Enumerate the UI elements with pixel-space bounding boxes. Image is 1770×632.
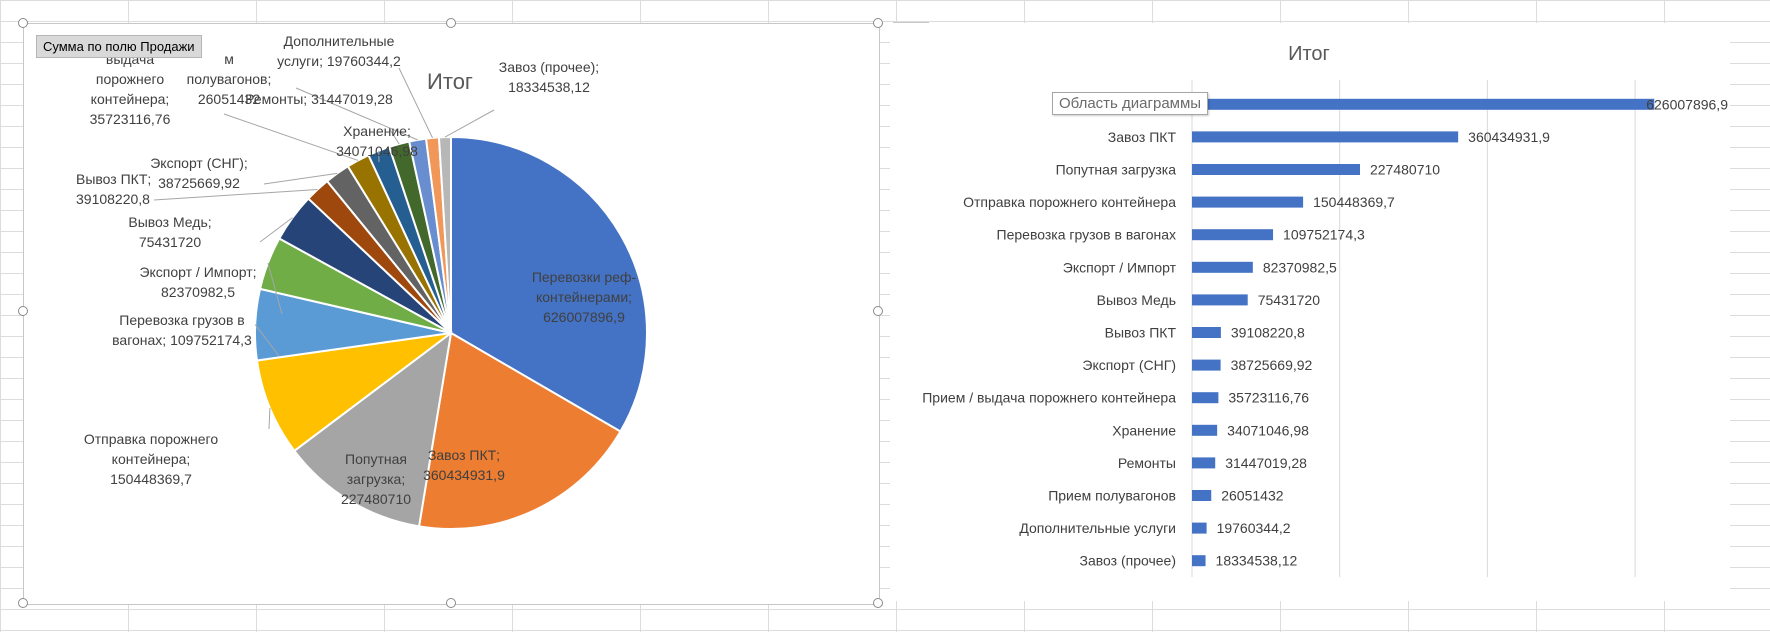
- bar[interactable]: [1192, 392, 1219, 404]
- pie-leader-line: [223, 113, 359, 161]
- bar-category-label: Вывоз Медь: [1097, 292, 1176, 308]
- bar-category-label: Прием / выдача порожнего контейнера: [922, 390, 1176, 406]
- bar-category-label: Хранение: [1112, 422, 1176, 438]
- pie-leader-line: [444, 109, 495, 138]
- bar-value-label: 34071046,98: [1227, 422, 1309, 438]
- pie-data-label: Хранение; 34071046,98: [336, 123, 418, 159]
- pie-data-label: Ремонты; 31447019,28: [245, 91, 393, 107]
- bar-value-label: 150448369,7: [1313, 194, 1395, 210]
- pie-data-label: Вывоз Медь; 75431720: [128, 214, 211, 250]
- pie-data-label: Экспорт / Импорт; 82370982,5: [139, 264, 256, 300]
- bar[interactable]: [1192, 555, 1206, 567]
- bar-value-label: 626007896,9: [1646, 96, 1728, 112]
- pie-leader-line: [388, 127, 400, 145]
- bar-value-label: 35723116,76: [1228, 390, 1309, 406]
- bar[interactable]: [1192, 359, 1221, 371]
- pie-slice[interactable]: [450, 135, 648, 433]
- bar[interactable]: [1192, 131, 1459, 143]
- pie-leader-line: [153, 189, 318, 201]
- pie-data-label: Попутная загрузка; 227480710: [341, 451, 411, 507]
- pie-leader-line: [254, 324, 280, 357]
- bar[interactable]: [1192, 229, 1274, 241]
- resize-handle-top-right[interactable]: [873, 18, 883, 28]
- bar-value-label: 360434931,9: [1468, 129, 1550, 145]
- bar-category-label: Отправка порожнего контейнера: [963, 194, 1176, 210]
- pie-slice[interactable]: [255, 332, 452, 453]
- pie-chart-area[interactable]: Итог Перевозки реф-контейнерами; 62600789…: [23, 23, 880, 605]
- pie-leader-line: [263, 172, 338, 185]
- bar[interactable]: [1192, 294, 1248, 306]
- resize-handle-right[interactable]: [873, 306, 883, 316]
- bar-value-label: 109752174,3: [1283, 227, 1365, 243]
- bar-value-label: 39108220,8: [1231, 325, 1305, 341]
- resize-handle-bottom[interactable]: [446, 598, 456, 608]
- bar[interactable]: [1192, 261, 1253, 273]
- bar-value-label: 19760344,2: [1217, 520, 1291, 536]
- pie-chart-title: Итог: [427, 69, 473, 94]
- resize-handle-left[interactable]: [18, 306, 28, 316]
- bar[interactable]: [1192, 327, 1221, 338]
- pie-data-label: Завоз ПКТ; 360434931,9: [423, 447, 505, 483]
- pie-slice[interactable]: [292, 330, 453, 528]
- bar[interactable]: [1192, 196, 1304, 208]
- bar[interactable]: [1192, 164, 1360, 175]
- bar[interactable]: [1192, 98, 1655, 110]
- bar-category-label: Завоз (прочее): [1080, 553, 1177, 569]
- bar-value-label: 227480710: [1370, 162, 1440, 178]
- pie-data-label: Вывоз ПКТ; 39108220,8: [76, 171, 151, 207]
- resize-handle-bottom-left[interactable]: [18, 598, 28, 608]
- bar-category-label: Вывоз ПКТ: [1105, 325, 1177, 341]
- pie-chart-svg: Итог Перевозки реф-контейнерами; 62600789…: [76, 33, 648, 530]
- bar-category-label: Завоз ПКТ: [1108, 129, 1177, 145]
- pie-data-label: Дополнительные услуги; 19760344,2: [277, 33, 401, 69]
- bar-value-label: 31447019,28: [1225, 455, 1307, 471]
- pie-data-label: Экспорт (СНГ); 38725669,92: [150, 155, 248, 191]
- bar-category-label: Прием полувагонов: [1048, 488, 1176, 504]
- resize-handle-bottom-right[interactable]: [873, 598, 883, 608]
- bar-category-label: Дополнительные услуги: [1019, 520, 1176, 536]
- bar[interactable]: [1192, 424, 1218, 436]
- pie-leader-line: [398, 67, 433, 139]
- bar-value-label: 26051432: [1221, 488, 1284, 504]
- chart-area-tooltip: Область диаграммы: [1052, 92, 1209, 115]
- pie-leader-line: [295, 87, 418, 141]
- bar-value-label: 82370982,5: [1263, 259, 1337, 275]
- bar[interactable]: [1192, 490, 1212, 501]
- pie-leader-line: [267, 262, 283, 315]
- pie-data-label: выдача порожнего контейнера; 35723116,76: [90, 51, 171, 127]
- pie-data-label: м полувагонов; 26051432: [187, 51, 272, 107]
- bar-category-label: Ремонты: [1118, 455, 1176, 471]
- pie-data-label: Перевозки реф-контейнерами; 626007896,9: [532, 269, 637, 325]
- pie-data-label: Завоз (прочее); 18334538,12: [499, 59, 599, 95]
- pie-leader-line: [259, 217, 293, 243]
- bar-category-label: Перевозка грузов в вагонах: [997, 227, 1176, 243]
- bar[interactable]: [1192, 522, 1207, 534]
- pie-slice[interactable]: [437, 135, 452, 334]
- pie-data-label: Отправка порожнего контейнера; 150448369,7: [84, 431, 218, 487]
- pie-leader-line: [268, 407, 271, 430]
- bar-category-label: Экспорт (СНГ): [1082, 357, 1176, 373]
- bar-value-label: 75431720: [1258, 292, 1321, 308]
- bar-value-label: 38725669,92: [1231, 357, 1313, 373]
- bar[interactable]: [1192, 457, 1216, 469]
- pie-data-label: Перевозка грузов в вагонах; 109752174,3: [112, 312, 252, 348]
- bar-category-label: Попутная загрузка: [1056, 162, 1177, 178]
- resize-handle-top[interactable]: [446, 18, 456, 28]
- resize-handle-top-left[interactable]: [18, 18, 28, 28]
- pivot-field-button[interactable]: Сумма по полю Продажи: [36, 35, 202, 58]
- bar-category-label: Экспорт / Импорт: [1063, 259, 1177, 275]
- bar-chart-title: Итог: [1288, 43, 1330, 65]
- pie-slice[interactable]: [417, 331, 622, 530]
- bar-value-label: 18334538,12: [1216, 553, 1298, 569]
